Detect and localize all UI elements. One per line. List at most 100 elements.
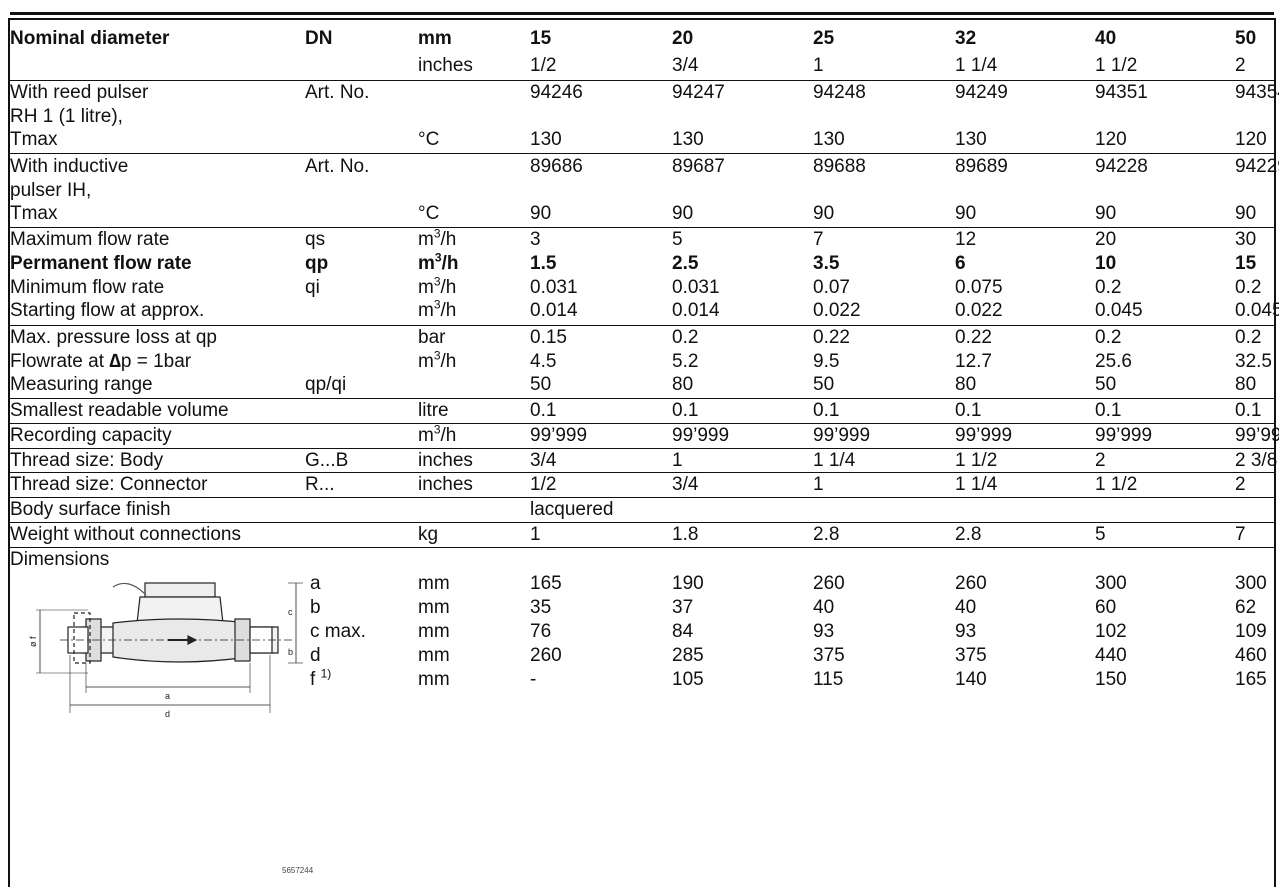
dimension-value: 165 (530, 573, 562, 594)
row-divider (10, 153, 1276, 154)
dimension-unit: mm (418, 645, 450, 666)
min-flow-value: 0.031 (672, 277, 720, 298)
min-flow-symbol: qi (305, 277, 320, 298)
min-flow-value: 0.2 (1235, 277, 1262, 298)
perm-flow-value: 1.5 (530, 253, 557, 274)
min-flow-value: 0.07 (813, 277, 850, 298)
dimension-value: 62 (1235, 597, 1257, 618)
dimension-unit: mm (418, 669, 450, 690)
dimension-value: 440 (1095, 645, 1127, 666)
dimension-value: 260 (955, 573, 987, 594)
recording-capacity-label: Recording capacity (10, 425, 172, 446)
smallest-volume-value: 0.1 (955, 400, 982, 421)
dimension-value: - (530, 669, 537, 690)
svg-text:b: b (288, 647, 293, 657)
thread-connector-value: 3/4 (672, 474, 699, 495)
pressure-loss-value: 0.22 (955, 327, 992, 348)
min-flow-value: 0.031 (530, 277, 578, 298)
dimension-value: 40 (955, 597, 977, 618)
header-label: Nominal diameter (10, 28, 170, 49)
weight-value: 2.8 (813, 524, 840, 545)
max-flow-symbol: qs (305, 229, 326, 250)
perm-flow-label: Permanent flow rate (10, 253, 192, 274)
dimension-value: 93 (955, 621, 977, 642)
inductive-tmax-value: 90 (813, 203, 835, 224)
reed-artno-value: 94247 (672, 82, 725, 103)
max-flow-value: 12 (955, 229, 977, 250)
flowrate-dp-label: Flowrate at ∆p = 1bar (10, 351, 192, 372)
dimension-value: 260 (530, 645, 562, 666)
max-flow-value: 20 (1095, 229, 1117, 250)
inductive-artno-value: 89689 (955, 156, 1008, 177)
flowrate-dp-value: 5.2 (672, 351, 699, 372)
dimension-value: 109 (1235, 621, 1267, 642)
row-divider (10, 547, 1276, 548)
thread-connector-symbol: R... (305, 474, 335, 495)
inductive-tmax-value: 90 (1235, 203, 1257, 224)
thread-connector-value: 2 (1235, 474, 1246, 495)
min-flow-unit: m3/h (418, 274, 457, 298)
thread-connector-value: 1 1/2 (1095, 474, 1138, 495)
recording-capacity-value: 99’999 (672, 425, 730, 446)
dimension-value: 76 (530, 621, 552, 642)
start-flow-value: 0.045 (1235, 300, 1279, 321)
header-size-mm-value: 40 (1095, 28, 1117, 49)
header-size-in-value: 2 (1235, 55, 1246, 76)
reed-tmax-value: 130 (955, 129, 987, 150)
smallest-volume-value: 0.1 (813, 400, 840, 421)
svg-text:ø f: ø f (28, 636, 38, 647)
pressure-loss-value: 0.2 (1095, 327, 1122, 348)
header-size-in-value: 1 1/4 (955, 55, 998, 76)
svg-text:d: d (165, 709, 170, 719)
inductive-tmax-value: 90 (1095, 203, 1117, 224)
pressure-loss-value: 0.2 (1235, 327, 1262, 348)
dimension-row-label: b (310, 597, 321, 618)
inductive-artno-value: 89686 (530, 156, 583, 177)
reed-unit: °C (418, 129, 440, 150)
dimension-unit: mm (418, 597, 450, 618)
measuring-range-value: 50 (1095, 374, 1117, 395)
max-flow-value: 3 (530, 229, 541, 250)
row-divider (10, 325, 1276, 326)
dimension-value: 84 (672, 621, 694, 642)
inductive-tmax-value: 90 (955, 203, 977, 224)
inductive-artno: Art. No. (305, 156, 370, 177)
max-flow-unit: m3/h (418, 226, 457, 250)
min-flow-label: Minimum flow rate (10, 277, 165, 298)
reed-tmax-value: 120 (1095, 129, 1127, 150)
inductive-label-1: With inductive (10, 156, 129, 177)
header-size-mm-value: 25 (813, 28, 835, 49)
recording-capacity-unit: m3/h (418, 422, 457, 446)
start-flow-value: 0.045 (1095, 300, 1143, 321)
start-flow-value: 0.022 (955, 300, 1003, 321)
reed-artno-value: 94249 (955, 82, 1008, 103)
thread-body-value: 1 1/4 (813, 450, 856, 471)
dimension-value: 375 (813, 645, 845, 666)
inductive-label-3: Tmax (10, 203, 58, 224)
reed-label-2: RH 1 (1 litre), (10, 106, 123, 127)
header-size-in-value: 1 1/2 (1095, 55, 1138, 76)
flowrate-dp-value: 9.5 (813, 351, 840, 372)
thread-body-value: 2 (1095, 450, 1106, 471)
thread-connector-value: 1 1/4 (955, 474, 998, 495)
row-divider (10, 398, 1276, 399)
measuring-range-symbol: qp/qi (305, 374, 347, 395)
dimension-value: 105 (672, 669, 704, 690)
reed-tmax-value: 130 (672, 129, 704, 150)
smallest-volume-value: 0.1 (672, 400, 699, 421)
reed-tmax-value: 130 (813, 129, 845, 150)
min-flow-value: 0.2 (1095, 277, 1122, 298)
measuring-range-value: 50 (530, 374, 552, 395)
dimension-row-label: f 1) (310, 666, 332, 690)
reed-artno-value: 94354 (1235, 82, 1279, 103)
spec-table-frame (8, 12, 1276, 887)
flowrate-dp-value: 4.5 (530, 351, 557, 372)
reed-tmax-value: 130 (530, 129, 562, 150)
reed-artno-value: 94248 (813, 82, 866, 103)
dimension-value: 165 (1235, 669, 1267, 690)
pressure-loss-value: 0.15 (530, 327, 567, 348)
measuring-range-value: 80 (955, 374, 977, 395)
thread-body-value: 1 1/2 (955, 450, 998, 471)
max-flow-value: 7 (813, 229, 824, 250)
